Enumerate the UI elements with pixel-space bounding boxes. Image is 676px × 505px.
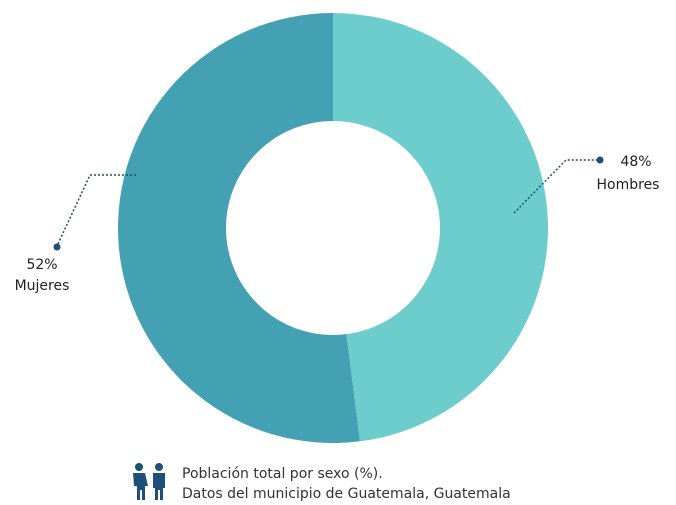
leader-lines bbox=[56, 159, 598, 247]
slice bbox=[118, 13, 360, 443]
value-label: 52% bbox=[26, 257, 57, 273]
leader-dot bbox=[596, 156, 604, 164]
category-label: Hombres bbox=[597, 177, 660, 193]
leader-line bbox=[513, 159, 598, 214]
caption: Datos del municipio de Guatemala, Guatem… bbox=[182, 486, 511, 502]
value-label: 48% bbox=[620, 154, 651, 170]
caption: Población total por sexo (%). bbox=[182, 466, 383, 482]
donut bbox=[118, 13, 549, 443]
leader-dot bbox=[53, 243, 61, 251]
category-label: Mujeres bbox=[15, 278, 70, 294]
people-icon bbox=[133, 463, 165, 500]
leader-line bbox=[56, 174, 136, 247]
slice bbox=[333, 13, 549, 442]
